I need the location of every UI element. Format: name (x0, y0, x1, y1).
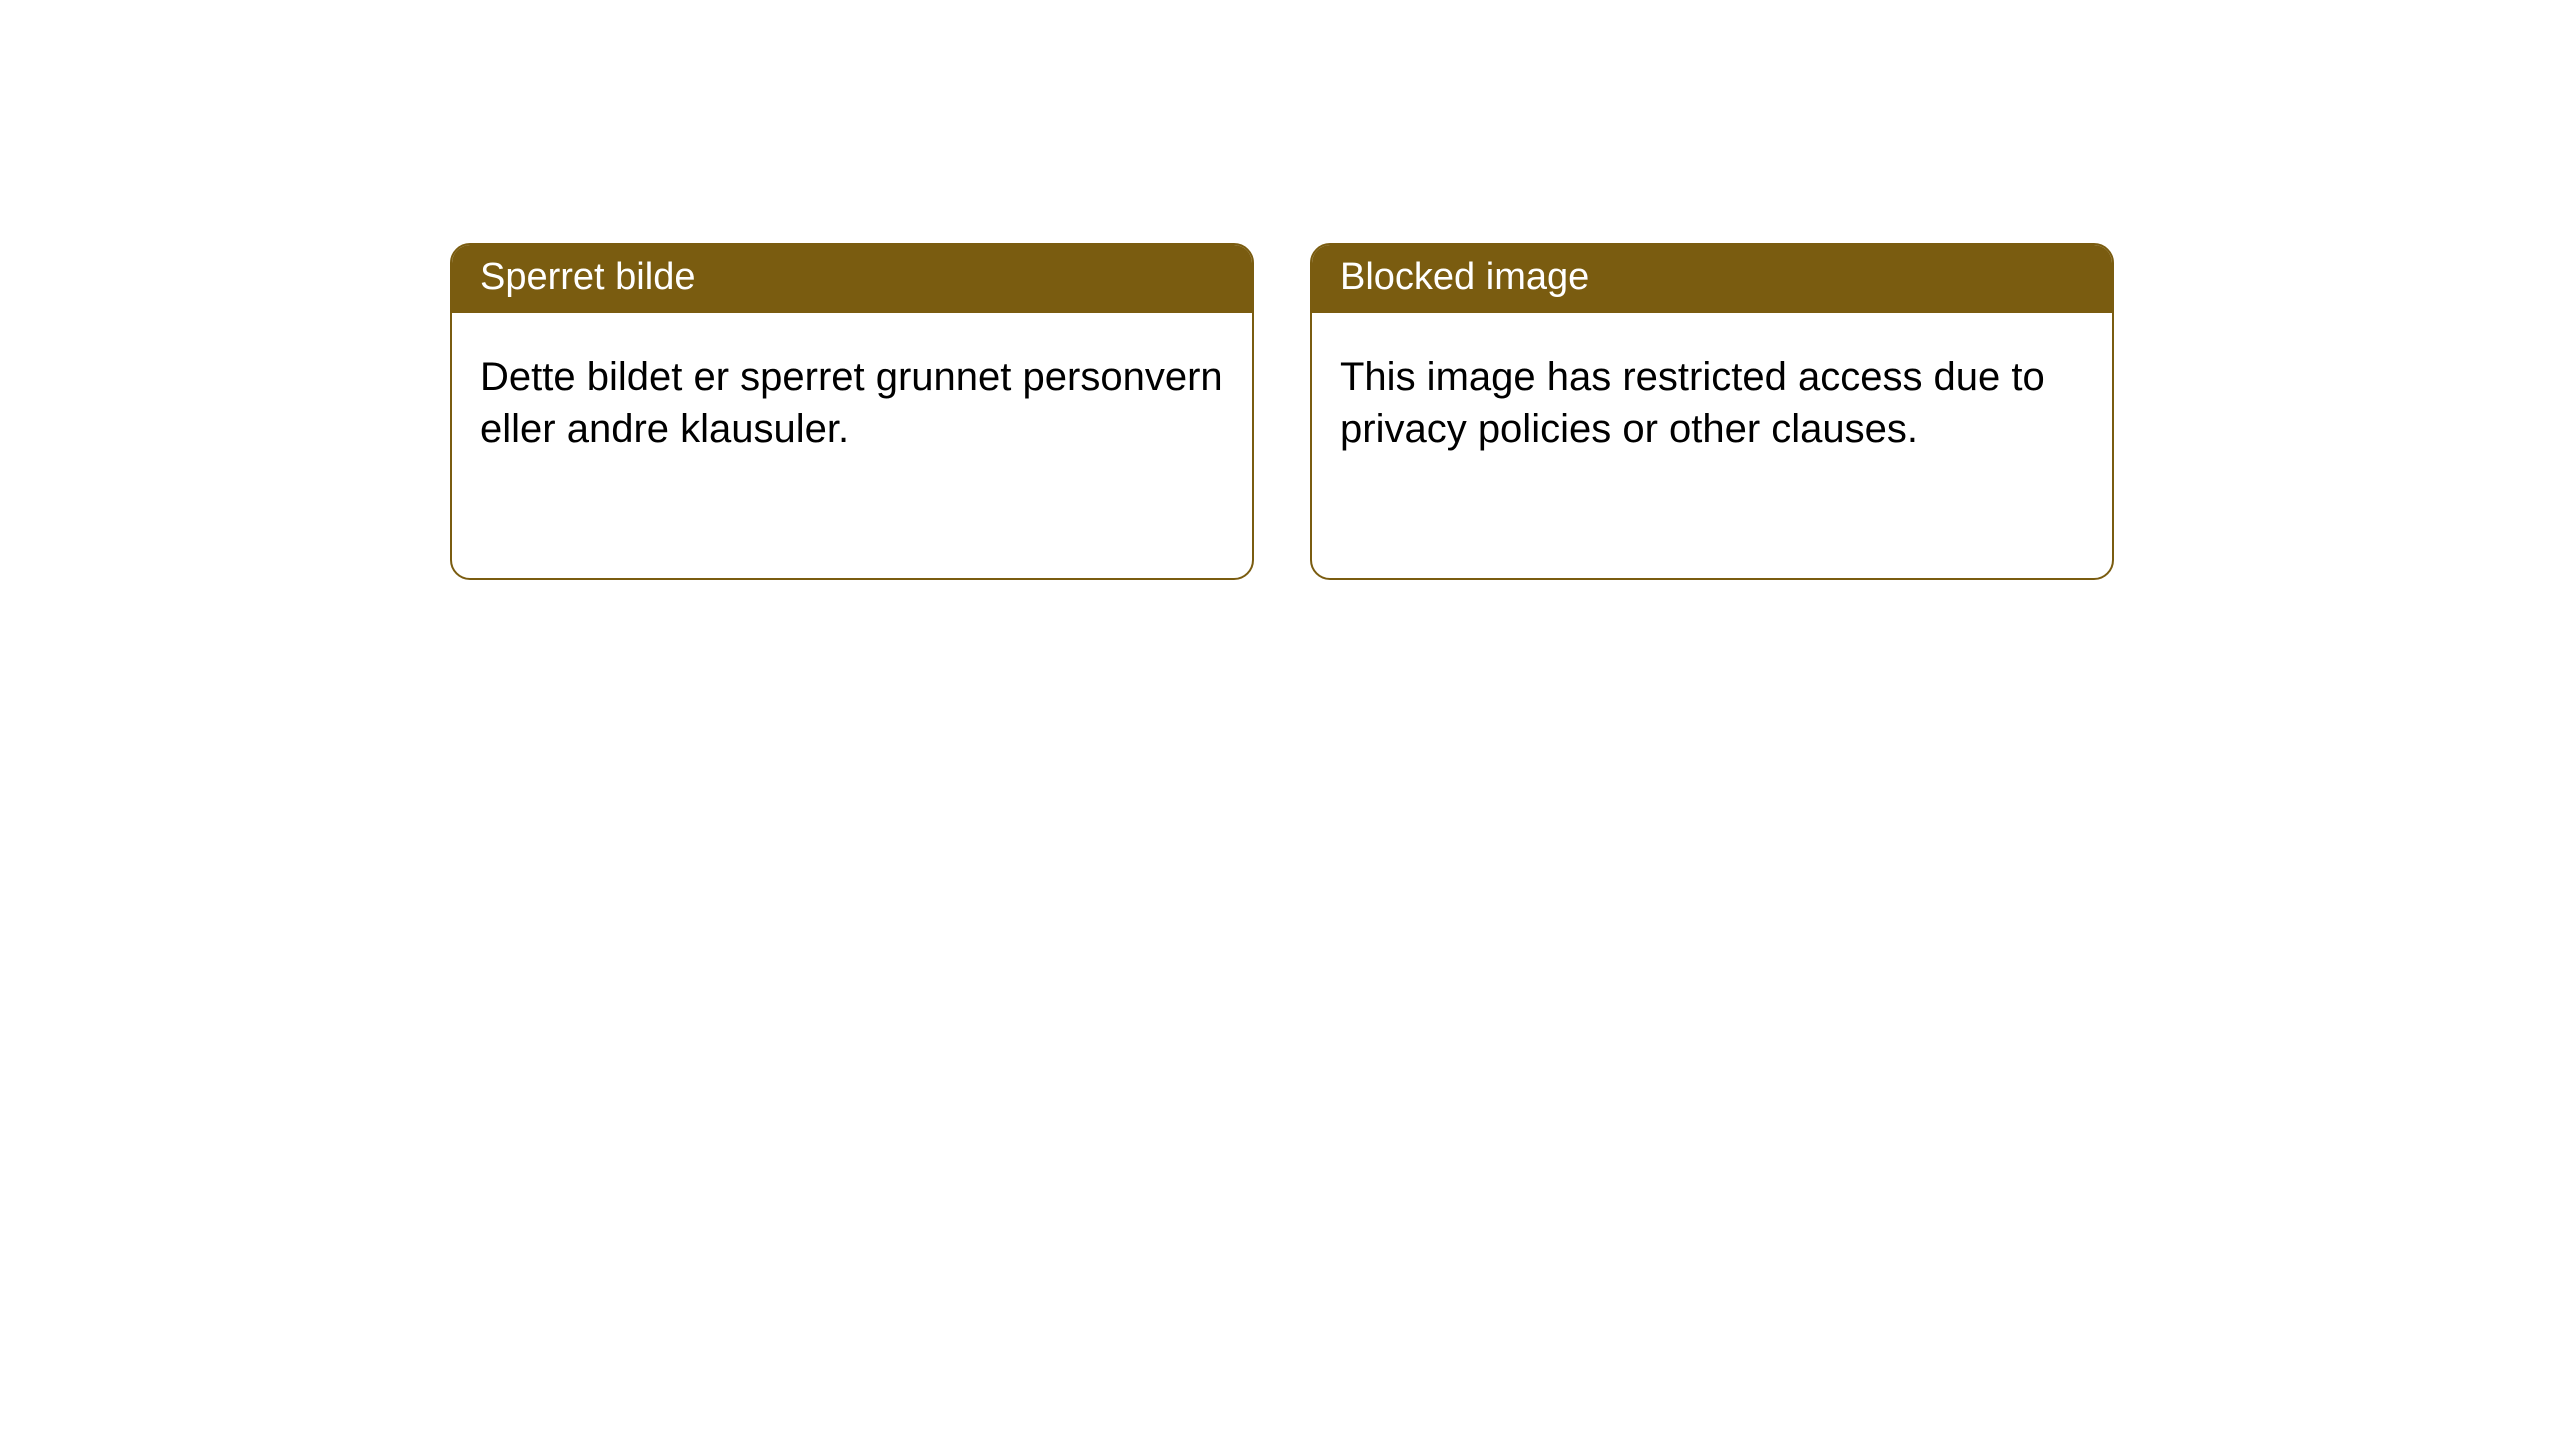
notice-container: Sperret bilde Dette bildet er sperret gr… (0, 0, 2560, 580)
notice-header: Sperret bilde (452, 245, 1252, 313)
notice-header: Blocked image (1312, 245, 2112, 313)
notice-body-text: This image has restricted access due to … (1340, 355, 2045, 451)
notice-title: Sperret bilde (480, 256, 695, 298)
notice-card-norwegian: Sperret bilde Dette bildet er sperret gr… (450, 243, 1254, 580)
notice-title: Blocked image (1340, 256, 1589, 298)
notice-body: Dette bildet er sperret grunnet personve… (452, 313, 1252, 483)
notice-card-english: Blocked image This image has restricted … (1310, 243, 2114, 580)
notice-body-text: Dette bildet er sperret grunnet personve… (480, 355, 1223, 451)
notice-body: This image has restricted access due to … (1312, 313, 2112, 483)
